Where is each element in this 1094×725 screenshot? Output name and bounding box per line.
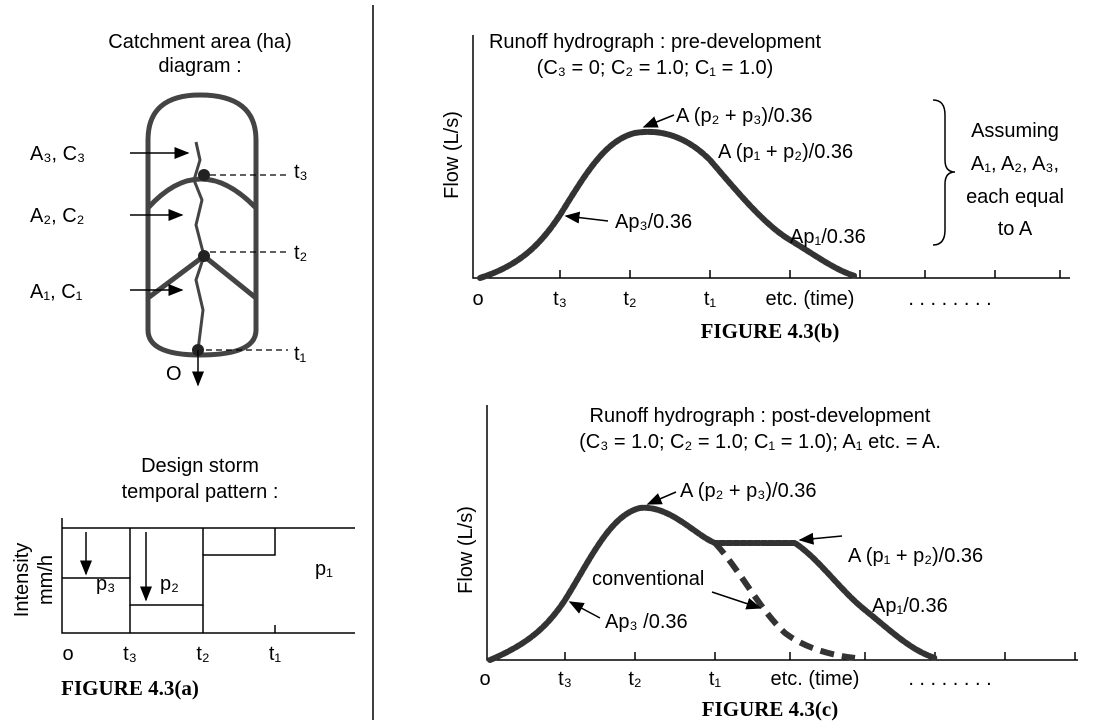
arrow — [568, 601, 601, 619]
caption: FIGURE 4.3(b) — [701, 319, 840, 343]
x-label: . . . . . . . . — [908, 668, 991, 690]
x-label: t₁ — [704, 288, 717, 310]
caption: FIGURE 4.3(a) — [61, 676, 199, 700]
area-label: A₁, C₁ — [30, 281, 83, 303]
x-label: etc. (time) — [766, 288, 855, 310]
arrow — [798, 532, 843, 545]
axes — [472, 35, 1070, 279]
title: Runoff hydrograph : post-development — [590, 405, 931, 427]
pulse-label: p₃ — [96, 573, 115, 595]
x-label: t₂ — [628, 668, 641, 690]
arrow — [711, 591, 762, 610]
ticks — [559, 270, 1061, 278]
time-label: t₃ — [294, 161, 308, 183]
node — [198, 169, 210, 181]
x-label: t₂ — [623, 288, 636, 310]
hydrograph-pre: Runoff hydrograph : pre-development (C₃ … — [441, 31, 1070, 343]
x-label: o — [472, 288, 483, 310]
title: Catchment area (ha) — [108, 31, 291, 53]
hydrograph-post: Runoff hydrograph : post-development (C₃… — [455, 405, 1078, 721]
title: diagram : — [158, 55, 241, 77]
note: to A — [998, 218, 1033, 240]
y-label: Intensity — [11, 543, 33, 617]
pulse-label: p₂ — [160, 573, 179, 595]
x-label: t₁ — [269, 643, 282, 665]
note: A₁, A₂, A₃, — [971, 153, 1059, 175]
time-label: t₂ — [294, 242, 307, 264]
hydrograph — [487, 504, 938, 663]
y-label: mm/h — [35, 555, 57, 605]
annotation: A (p₂ + p₃)/0.36 — [676, 105, 813, 127]
x-label: t₃ — [123, 643, 137, 665]
note: each equal — [966, 186, 1064, 208]
x-label: t₃ — [558, 668, 572, 690]
catchment-diagram: Catchment area (ha) diagram : A₃, C₃ A₂,… — [30, 31, 308, 387]
storm-pattern: Design storm temporal pattern : Intensit… — [11, 455, 355, 700]
catchment-outline — [145, 92, 259, 358]
area-label: A₃, C₃ — [30, 143, 85, 165]
x-label: t₂ — [196, 643, 209, 665]
y-label: Flow (L/s) — [441, 111, 463, 199]
caption: FIGURE 4.3(c) — [702, 697, 838, 721]
title: Design storm — [141, 455, 259, 477]
conventional-hydrograph — [712, 540, 856, 661]
annotation: A (p₂ + p₃)/0.36 — [680, 480, 817, 502]
title: (C₃ = 1.0; C₂ = 1.0; C₁ = 1.0); A₁ etc. … — [579, 431, 941, 453]
x-label: o — [62, 643, 73, 665]
annotation: A (p₁ + p₂)/0.36 — [848, 545, 983, 567]
annotation: Ap₁/0.36 — [872, 595, 948, 617]
axes — [61, 518, 355, 634]
arrow — [564, 211, 609, 224]
pulse-label: p₁ — [315, 558, 333, 580]
x-label: t₃ — [553, 288, 567, 310]
x-label: . . . . . . . . — [908, 288, 991, 310]
note: Assuming — [971, 120, 1059, 142]
title: Runoff hydrograph : pre-development — [489, 31, 822, 53]
arrow — [642, 114, 675, 128]
annotation: Ap₃ /0.36 — [605, 611, 688, 633]
x-label: o — [479, 668, 490, 690]
x-label: t₁ — [709, 668, 722, 690]
title: temporal pattern : — [122, 481, 279, 503]
annotation: Ap₃/0.36 — [615, 211, 692, 233]
arrow — [646, 491, 677, 505]
x-label: etc. (time) — [771, 668, 860, 690]
node — [198, 250, 210, 262]
annotation: Ap₁/0.36 — [790, 226, 866, 248]
time-label: t₁ — [294, 343, 307, 365]
y-label: Flow (L/s) — [455, 506, 477, 594]
brace — [932, 99, 956, 246]
stream — [192, 141, 206, 351]
hydrograph — [477, 128, 858, 281]
annotation: A (p₁ + p₂)/0.36 — [718, 141, 853, 163]
outlet-label: O — [166, 363, 182, 385]
area-label: A₂, C₂ — [30, 205, 84, 227]
annotation: conventional — [592, 568, 704, 590]
title: (C₃ = 0; C₂ = 1.0; C₁ = 1.0) — [537, 57, 774, 79]
